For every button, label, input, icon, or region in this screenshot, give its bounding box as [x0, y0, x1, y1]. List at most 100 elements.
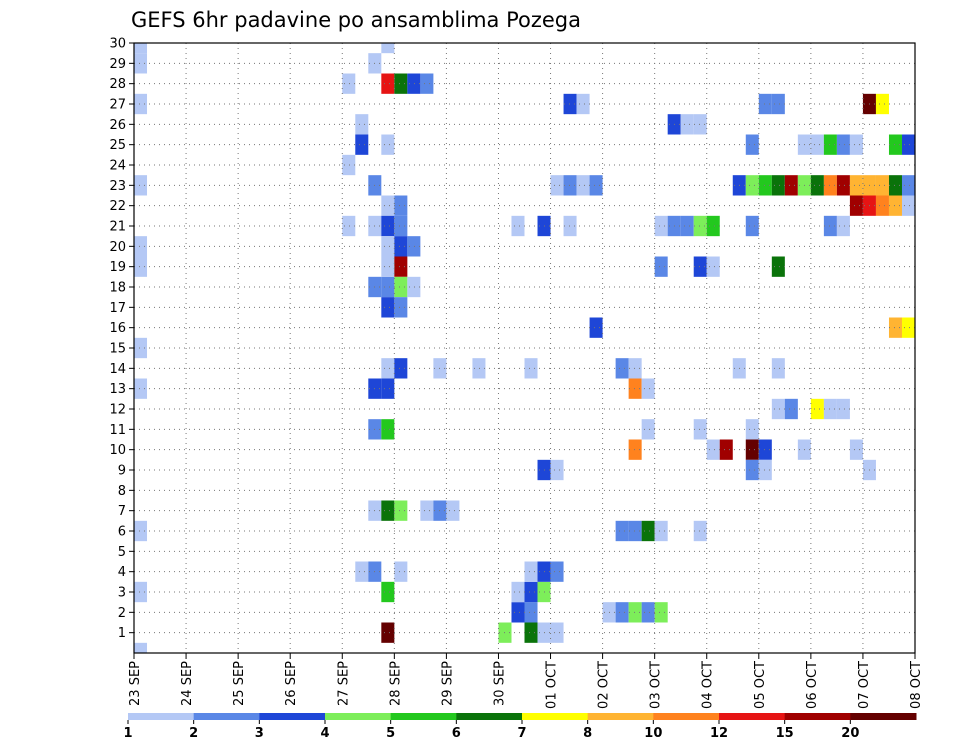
heatmap-cells	[134, 43, 915, 653]
heatmap-cell	[134, 236, 148, 257]
y-tick-label: 3	[118, 586, 126, 601]
y-axis: 1234567891011121314151617181920212223242…	[109, 37, 134, 641]
colorbar-label: 10	[644, 726, 662, 741]
heatmap-cell	[641, 419, 655, 440]
heatmap-cell	[654, 602, 668, 623]
heatmap-cell	[745, 439, 759, 460]
heatmap-cell	[628, 520, 642, 542]
y-tick-label: 29	[109, 57, 126, 72]
heatmap-cell	[875, 93, 889, 115]
heatmap-cell	[524, 358, 538, 379]
heatmap-cell	[641, 378, 655, 399]
heatmap-cell	[836, 175, 850, 196]
heatmap-cell	[407, 236, 421, 257]
y-tick-label: 5	[118, 545, 126, 560]
grid-lines	[134, 42, 915, 653]
heatmap-cell	[134, 175, 148, 196]
colorbar-swatch	[587, 713, 654, 720]
heatmap-cell	[706, 215, 720, 237]
heatmap-cell	[134, 642, 148, 653]
heatmap-cell	[394, 236, 408, 257]
heatmap-cell	[524, 622, 538, 643]
heatmap-cell	[823, 134, 837, 155]
colorbar-label: 5	[386, 726, 395, 741]
heatmap-cell	[550, 561, 564, 582]
heatmap-cell	[134, 378, 148, 399]
heatmap-cell	[446, 500, 460, 521]
colorbar-swatch	[522, 713, 589, 720]
y-tick-label: 14	[109, 362, 126, 377]
heatmap-cell	[810, 134, 824, 155]
colorbar-label: 1	[123, 726, 132, 741]
y-tick-label: 12	[109, 403, 126, 418]
heatmap-cell	[381, 358, 395, 379]
colorbar-swatch	[193, 713, 260, 720]
heatmap-cell	[784, 398, 798, 420]
colorbar-label: 3	[255, 726, 264, 741]
heatmap-cell	[836, 398, 850, 420]
heatmap-cell	[849, 195, 863, 216]
colorbar-label: 20	[841, 726, 859, 741]
heatmap-cell	[771, 256, 785, 277]
heatmap-cell	[524, 561, 538, 582]
heatmap-cell	[615, 358, 629, 379]
heatmap-cell	[745, 419, 759, 440]
y-tick-label: 27	[109, 98, 126, 113]
colorbar-label: 15	[776, 726, 794, 741]
y-tick-label: 2	[118, 606, 126, 621]
heatmap-cell	[381, 581, 395, 603]
heatmap-cell	[888, 134, 902, 155]
heatmap-cell	[823, 398, 837, 420]
y-tick-label: 1	[118, 626, 126, 641]
heatmap-cell	[394, 276, 408, 298]
heatmap-cell	[134, 93, 148, 115]
heatmap-cell	[901, 195, 915, 216]
colorbar-label: 4	[320, 726, 329, 741]
heatmap-cell	[511, 581, 525, 603]
heatmap-cell	[394, 195, 408, 216]
heatmap-cell	[654, 215, 668, 237]
heatmap-cell	[589, 175, 603, 196]
heatmap-cell	[654, 256, 668, 277]
heatmap-cell	[134, 43, 148, 54]
y-tick-label: 18	[109, 281, 126, 296]
heatmap-cell	[680, 215, 694, 237]
x-tick-label: 28 SEP	[388, 661, 403, 706]
heatmap-cell	[563, 175, 577, 196]
y-tick-label: 28	[109, 77, 126, 92]
colorbar-swatch	[456, 713, 523, 720]
heatmap-cell	[134, 337, 148, 359]
y-tick-label: 8	[118, 484, 126, 499]
colorbar-swatch	[719, 713, 786, 720]
heatmap-cell	[355, 561, 369, 582]
heatmap-cell	[394, 500, 408, 521]
heatmap-cell	[134, 256, 148, 277]
y-tick-label: 16	[109, 321, 126, 336]
heatmap-cell	[875, 195, 889, 216]
heatmap-cell	[355, 134, 369, 155]
heatmap-cell	[888, 175, 902, 196]
heatmap-cell	[381, 236, 395, 257]
heatmap-cell	[771, 358, 785, 379]
heatmap-cell	[381, 43, 395, 54]
heatmap-cell	[706, 439, 720, 460]
heatmap-cell	[706, 256, 720, 277]
x-tick-label: 08 OCT	[909, 661, 924, 709]
heatmap-cell	[784, 175, 798, 196]
heatmap-cell	[719, 439, 733, 460]
colorbar-label: 12	[710, 726, 728, 741]
heatmap-cell	[342, 154, 356, 176]
x-tick-label: 05 OCT	[753, 661, 768, 709]
heatmap-cell	[355, 114, 369, 135]
heatmap-cell	[823, 215, 837, 237]
heatmap-cell	[550, 622, 564, 643]
heatmap-cell	[394, 256, 408, 277]
heatmap-cell	[628, 439, 642, 460]
heatmap-cell	[758, 439, 772, 460]
x-tick-label: 24 SEP	[180, 661, 195, 706]
heatmap-cell	[524, 602, 538, 623]
heatmap-cell	[771, 398, 785, 420]
y-tick-label: 15	[109, 342, 126, 357]
heatmap-cell	[550, 459, 564, 481]
heatmap-cell	[134, 581, 148, 603]
